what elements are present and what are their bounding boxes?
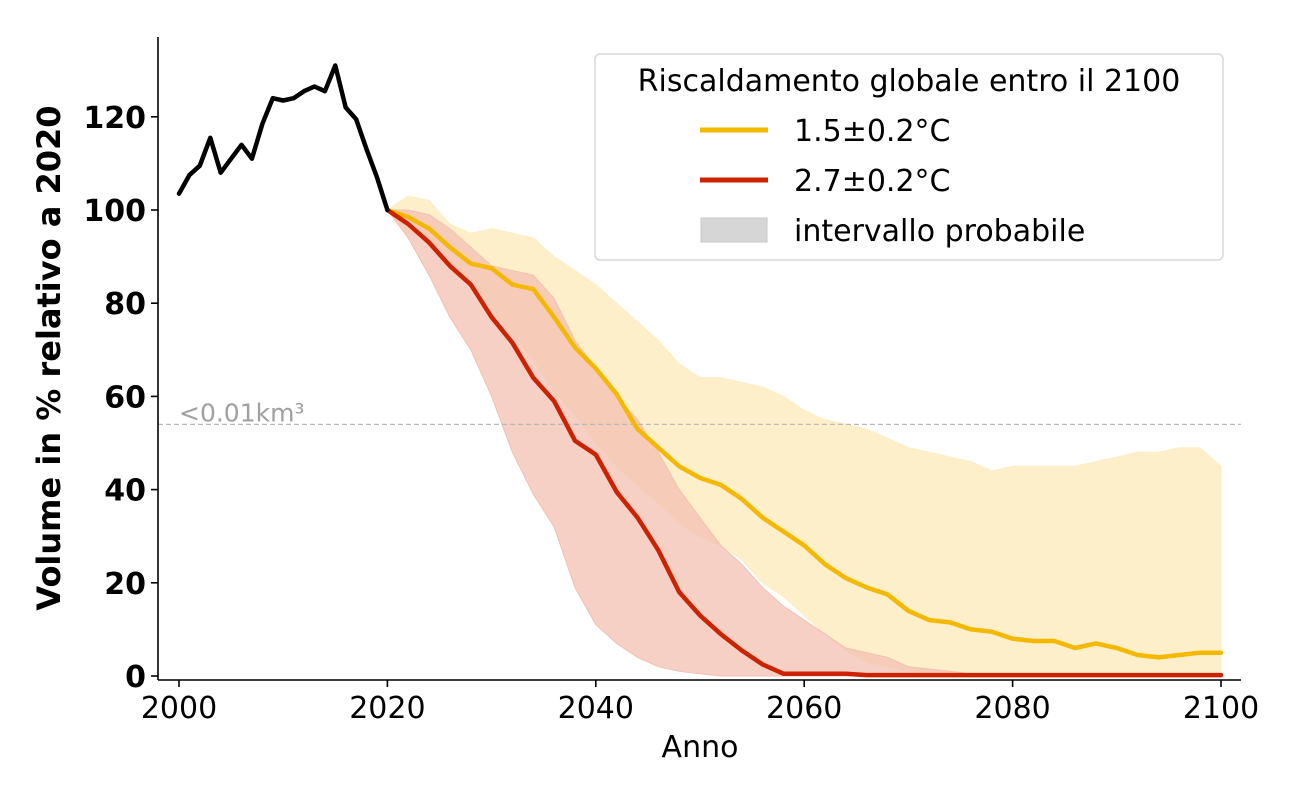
series-line-1 <box>385 207 1224 660</box>
legend-entry-label: 2.7±0.2°C <box>794 164 951 199</box>
y-tick-label: 60 <box>104 380 146 415</box>
legend-entry-label: intervallo probabile <box>794 214 1085 249</box>
x-tick-label: 2080 <box>974 691 1050 726</box>
legend-title: Riscaldamento globale entro il 2100 <box>638 64 1181 99</box>
axes <box>157 37 1241 681</box>
y-tick-label: 20 <box>104 567 146 602</box>
legend-entry-label: 1.5±0.2°C <box>794 114 951 149</box>
series-line-2 <box>385 207 1224 678</box>
y-tick-label: 100 <box>83 194 146 229</box>
y-tick-label: 120 <box>83 101 146 136</box>
historical-line <box>176 63 390 213</box>
x-tick-label: 2060 <box>766 691 842 726</box>
x-tick-label: 2040 <box>558 691 634 726</box>
y-tick-label: 40 <box>104 474 146 509</box>
y-tick-label: 80 <box>104 287 146 322</box>
threshold-label: <0.01km³ <box>179 398 304 427</box>
likely-range-band-2 <box>386 209 1221 677</box>
legend: Riscaldamento globale entro il 2100 1.5±… <box>594 53 1224 261</box>
y-axis-title: Volume in % relativo a 2020 <box>30 105 68 610</box>
legend-patch-swatch <box>700 217 768 243</box>
series-lines <box>176 63 1224 678</box>
x-axis-title: Anno <box>662 730 739 765</box>
legend-box <box>594 53 1224 261</box>
legend-entries: 1.5±0.2°C 2.7±0.2°C intervallo probabile <box>700 114 1085 249</box>
x-tick-label: 2100 <box>1183 691 1259 726</box>
x-tick-label: 2000 <box>141 691 217 726</box>
x-tick-label: 2020 <box>349 691 425 726</box>
y-tick-label: 0 <box>125 660 146 695</box>
likely-range-bands <box>386 195 1222 677</box>
